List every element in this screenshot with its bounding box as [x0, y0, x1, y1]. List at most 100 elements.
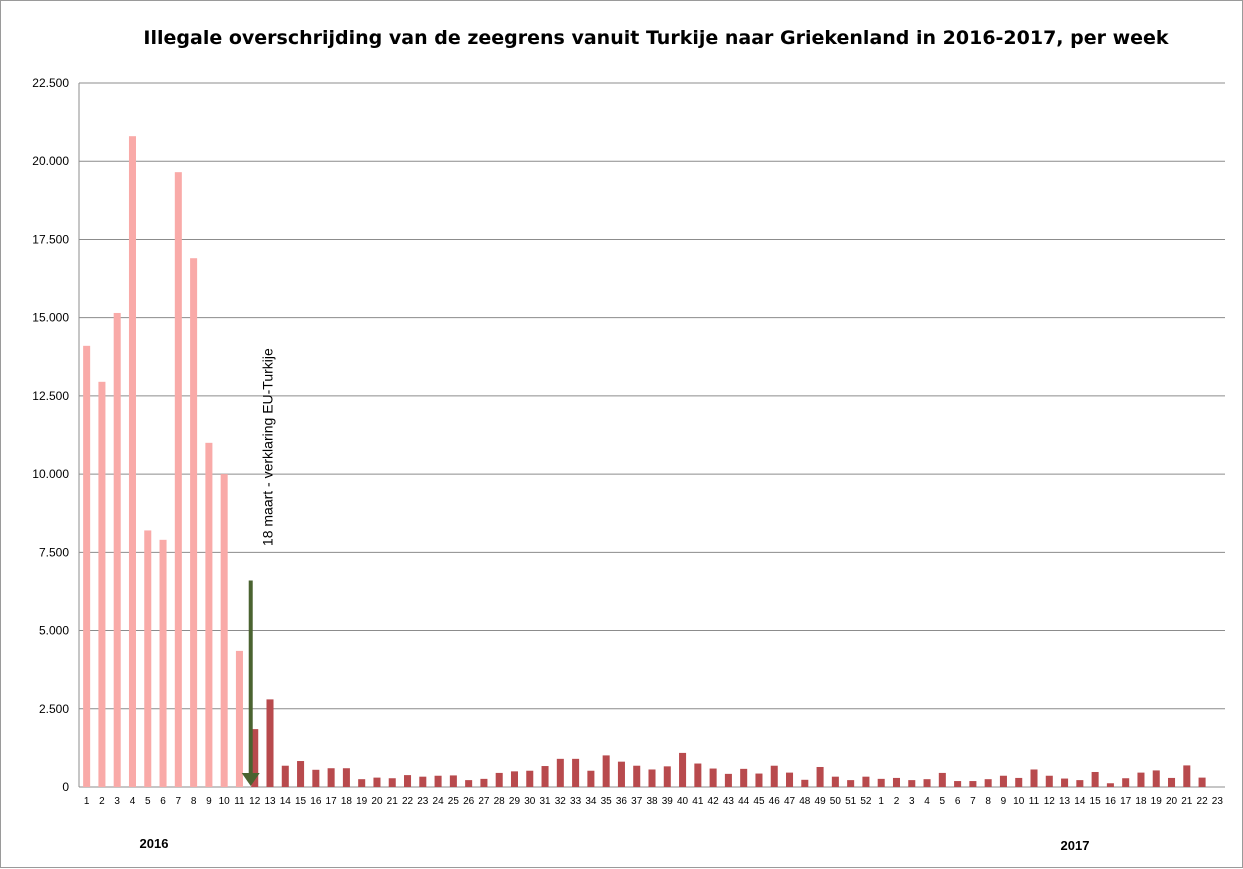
bar: [388, 778, 396, 787]
bar: [297, 761, 305, 787]
bar: [190, 258, 198, 788]
x-tick-label: 48: [799, 796, 811, 807]
x-tick-label: 19: [1151, 796, 1163, 807]
bar: [541, 766, 549, 787]
x-tick-label: 19: [356, 796, 368, 807]
x-tick-label: 3: [909, 796, 915, 807]
x-tick-label: 21: [1181, 796, 1193, 807]
bar: [220, 474, 228, 787]
bar: [617, 761, 625, 787]
bar: [755, 773, 763, 787]
bar: [266, 699, 274, 787]
bar: [1168, 777, 1176, 787]
x-tick-label: 16: [1105, 796, 1117, 807]
bar: [786, 772, 794, 787]
x-tick-label: 2: [894, 796, 900, 807]
x-tick-label: 29: [509, 796, 521, 807]
bar: [480, 778, 488, 787]
bar: [404, 775, 412, 787]
x-tick-label: 44: [738, 796, 750, 807]
x-tick-label: 9: [206, 796, 212, 807]
bar: [556, 758, 564, 787]
bar: [174, 172, 182, 788]
x-tick-label: 46: [769, 796, 781, 807]
bar: [281, 765, 289, 787]
x-tick-label: 47: [784, 796, 796, 807]
bar: [862, 776, 870, 787]
x-tick-label: 20: [1166, 796, 1178, 807]
x-tick-label: 28: [494, 796, 506, 807]
x-tick-label: 12: [1044, 796, 1056, 807]
bar: [999, 775, 1007, 787]
bar: [877, 778, 885, 787]
bar: [908, 780, 916, 787]
bar: [602, 755, 610, 787]
x-tick-label: 35: [601, 796, 613, 807]
x-tick-label: 15: [1090, 796, 1102, 807]
bar: [1015, 777, 1023, 787]
y-tick-label: 17.500: [32, 232, 69, 246]
bar: [1122, 778, 1130, 787]
x-tick-label: 13: [264, 796, 276, 807]
x-tick-label: 27: [478, 796, 490, 807]
y-tick-label: 0: [62, 780, 69, 794]
x-tick-label: 33: [570, 796, 582, 807]
bar: [709, 768, 717, 787]
bar: [1152, 770, 1160, 787]
bar: [205, 442, 213, 787]
x-tick-label: 1: [878, 796, 884, 807]
y-axis-ticks: 0 2.500 5.000 7.500 10.000 12.500 15.000 17.500…: [32, 76, 69, 794]
bar: [144, 530, 152, 787]
y-tick-label: 22.500: [32, 76, 69, 90]
bar: [1030, 769, 1038, 787]
year-label-2016: 2016: [140, 836, 169, 851]
bar: [831, 776, 839, 787]
bar: [679, 752, 687, 787]
x-tick-label: 18: [341, 796, 353, 807]
annotation-label: 18 maart - verklaring EU-Turkije: [260, 348, 276, 546]
x-tick-label: 23: [1212, 796, 1224, 807]
x-tick-label: 21: [387, 796, 399, 807]
bar: [312, 769, 320, 787]
bar: [1198, 777, 1206, 787]
bar: [419, 776, 427, 787]
year-label-2017: 2017: [1061, 838, 1090, 853]
bar: [1137, 772, 1145, 787]
bar: [113, 312, 121, 787]
bar: [526, 770, 534, 787]
x-tick-label: 40: [677, 796, 689, 807]
x-tick-label: 43: [723, 796, 735, 807]
bar: [648, 769, 656, 787]
x-tick-label: 14: [1074, 796, 1086, 807]
bar: [969, 781, 977, 787]
bar: [83, 345, 91, 787]
x-tick-label: 11: [1029, 796, 1040, 807]
bar: [449, 775, 457, 787]
x-tick-label: 18: [1135, 796, 1147, 807]
x-tick-label: 4: [924, 796, 930, 807]
arrow-head: [241, 773, 260, 786]
x-tick-label: 32: [555, 796, 567, 807]
x-tick-label: 13: [1059, 796, 1071, 807]
annotation-arrow: [241, 580, 260, 786]
bar: [159, 539, 167, 787]
x-tick-label: 22: [402, 796, 414, 807]
bar: [984, 779, 992, 787]
x-tick-label: 9: [1001, 796, 1007, 807]
bar: [923, 779, 931, 787]
bar: [954, 781, 962, 787]
x-tick-label: 17: [1120, 796, 1132, 807]
bar: [342, 768, 350, 787]
x-tick-label: 17: [326, 796, 338, 807]
x-tick-label: 52: [860, 796, 872, 807]
x-tick-label: 3: [114, 796, 120, 807]
x-tick-label: 5: [940, 796, 946, 807]
x-tick-label: 50: [830, 796, 842, 807]
x-tick-label: 8: [985, 796, 991, 807]
y-tick-label: 10.000: [32, 467, 69, 481]
x-tick-label: 23: [417, 796, 429, 807]
x-tick-label: 38: [646, 796, 658, 807]
x-tick-label: 51: [845, 796, 857, 807]
bar: [465, 780, 473, 787]
